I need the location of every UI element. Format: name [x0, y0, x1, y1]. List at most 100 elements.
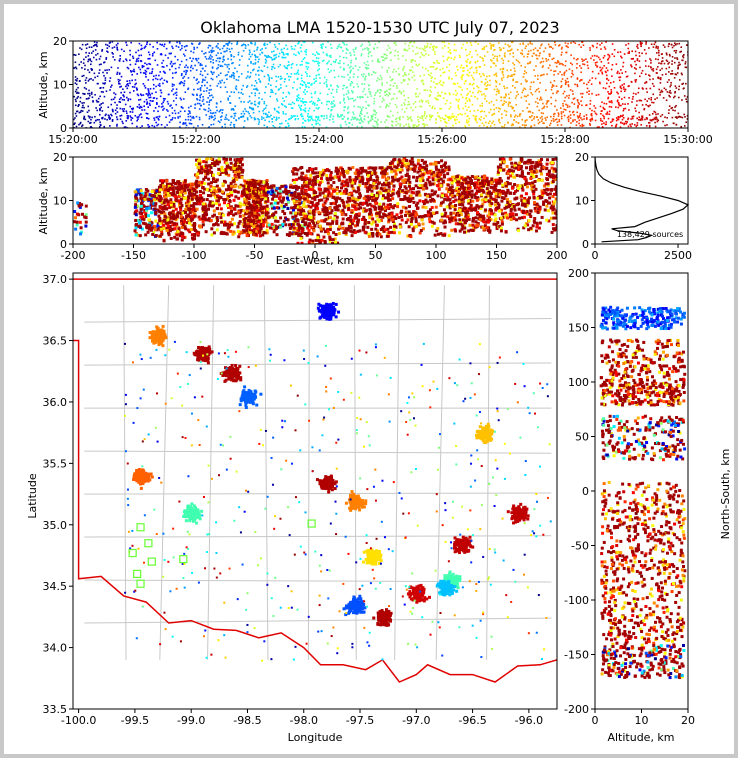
source-point: [418, 100, 421, 103]
source-point: [523, 124, 526, 127]
source-point: [259, 227, 263, 231]
x-tick-label: 15:28:00: [540, 133, 589, 146]
source-point: [155, 189, 159, 193]
source-point: [133, 86, 136, 88]
source-point: [583, 82, 585, 85]
source-point: [312, 53, 314, 55]
source-point: [362, 75, 364, 78]
source-point: [386, 90, 388, 92]
source-point: [254, 88, 257, 90]
source-point: [605, 121, 608, 123]
source-point: [619, 126, 622, 128]
source-point: [160, 106, 163, 108]
source-point: [551, 47, 554, 50]
source-point: [196, 59, 198, 62]
source-point: [567, 85, 570, 88]
source-point: [182, 220, 186, 224]
source-point: [168, 114, 171, 117]
source-point: [647, 104, 649, 107]
source-point: [366, 112, 369, 114]
source-point: [187, 77, 190, 79]
source-point: [664, 116, 666, 119]
source-point: [540, 44, 542, 47]
source-point: [373, 102, 375, 105]
source-point: [348, 122, 351, 124]
source-point: [122, 122, 124, 125]
source-point: [649, 78, 651, 81]
source-point: [678, 85, 681, 88]
source-point: [622, 61, 625, 64]
source-point: [312, 101, 315, 104]
source-point: [74, 227, 78, 231]
source-point: [630, 118, 632, 120]
source-point: [339, 124, 342, 126]
source-point: [617, 115, 620, 118]
source-point: [188, 230, 192, 234]
source-point: [193, 117, 195, 119]
source-point: [163, 191, 167, 195]
source-point: [554, 41, 556, 44]
source-point: [681, 116, 684, 119]
source-point: [177, 112, 180, 114]
source-point: [221, 112, 224, 114]
source-point: [217, 66, 219, 69]
source-point: [448, 42, 450, 45]
source-point: [390, 59, 392, 62]
source-point: [170, 227, 174, 231]
source-point: [124, 103, 127, 106]
source-point: [88, 52, 91, 54]
source-point: [516, 115, 519, 118]
source-point: [152, 83, 155, 86]
source-point: [261, 70, 264, 73]
source-point: [654, 98, 656, 101]
source-point: [170, 184, 174, 188]
source-point: [165, 207, 169, 211]
source-point: [662, 44, 665, 46]
source-point: [507, 122, 509, 124]
source-point: [657, 113, 659, 115]
source-point: [195, 174, 199, 178]
source-point: [230, 42, 233, 45]
source-point: [159, 71, 162, 73]
source-point: [512, 124, 515, 126]
source-point: [654, 111, 657, 114]
source-point: [318, 68, 321, 70]
source-point: [109, 125, 111, 127]
source-point: [209, 181, 213, 185]
source-point: [554, 99, 557, 102]
source-point: [310, 115, 313, 118]
source-point: [675, 49, 678, 52]
source-point: [539, 117, 542, 119]
source-point: [522, 89, 524, 92]
source-point: [80, 203, 84, 207]
source-point: [297, 96, 300, 99]
source-point: [647, 122, 650, 124]
source-point: [163, 45, 165, 48]
source-point: [580, 79, 582, 81]
source-point: [650, 119, 653, 122]
source-point: [233, 207, 237, 211]
source-point: [229, 229, 233, 233]
source-point: [653, 110, 655, 113]
source-point: [315, 57, 318, 59]
source-point: [617, 92, 619, 95]
source-point: [624, 88, 627, 91]
source-point: [208, 107, 210, 110]
source-point: [658, 54, 660, 57]
source-point: [490, 46, 492, 49]
source-point: [634, 79, 637, 81]
source-point: [100, 124, 102, 126]
source-point: [478, 118, 481, 120]
source-point: [125, 85, 127, 88]
source-point: [85, 47, 88, 50]
source-point: [132, 55, 134, 58]
source-point: [507, 93, 510, 96]
source-point: [300, 77, 303, 80]
source-point: [114, 101, 116, 104]
source-point: [127, 82, 129, 85]
source-point: [538, 54, 541, 57]
source-point: [540, 61, 543, 63]
source-point: [299, 108, 302, 110]
source-point: [82, 74, 85, 77]
source-point: [393, 68, 395, 71]
